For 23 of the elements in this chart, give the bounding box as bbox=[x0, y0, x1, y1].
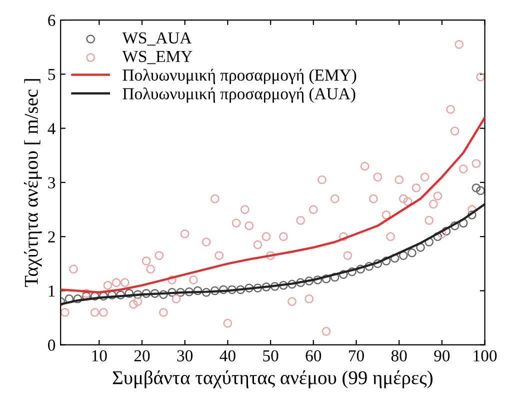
x-tick-label: 50 bbox=[263, 350, 278, 362]
x-tick-label: 90 bbox=[434, 350, 450, 362]
legend-label: Πολυωνυμική προσαρμογή (AUA) bbox=[122, 87, 356, 103]
x-tick-label: 60 bbox=[306, 350, 322, 362]
legend-label: WS_AUA bbox=[122, 32, 192, 46]
y-tick-label: 5 bbox=[48, 69, 56, 80]
x-axis-title: Συμβάντα ταχύτητας ανέμου (99 ημέρες) bbox=[112, 370, 432, 388]
y-tick-label: 3 bbox=[48, 177, 56, 188]
x-tick-label: 40 bbox=[220, 350, 236, 362]
y-axis-title: Ταχύτητα ανέμου [ m/sec ] bbox=[24, 79, 42, 287]
y-tick-label: 0 bbox=[48, 340, 56, 351]
x-tick-label: 70 bbox=[349, 350, 364, 362]
y-tick-label: 6 bbox=[48, 14, 56, 26]
x-tick-label: 80 bbox=[391, 350, 407, 362]
x-tick-label: 20 bbox=[134, 350, 150, 362]
y-tick-label: 4 bbox=[48, 123, 56, 134]
y-tick-label: 2 bbox=[48, 231, 55, 242]
legend-label: WS_EMY bbox=[122, 50, 192, 64]
x-tick-label: 10 bbox=[92, 350, 107, 362]
x-tick-label: 30 bbox=[177, 350, 193, 362]
y-tick-label: 1 bbox=[48, 286, 55, 297]
legend-label: Πολυωνυμική προσαρμογή (EMY) bbox=[122, 68, 356, 84]
x-tick-label: 100 bbox=[474, 350, 497, 362]
